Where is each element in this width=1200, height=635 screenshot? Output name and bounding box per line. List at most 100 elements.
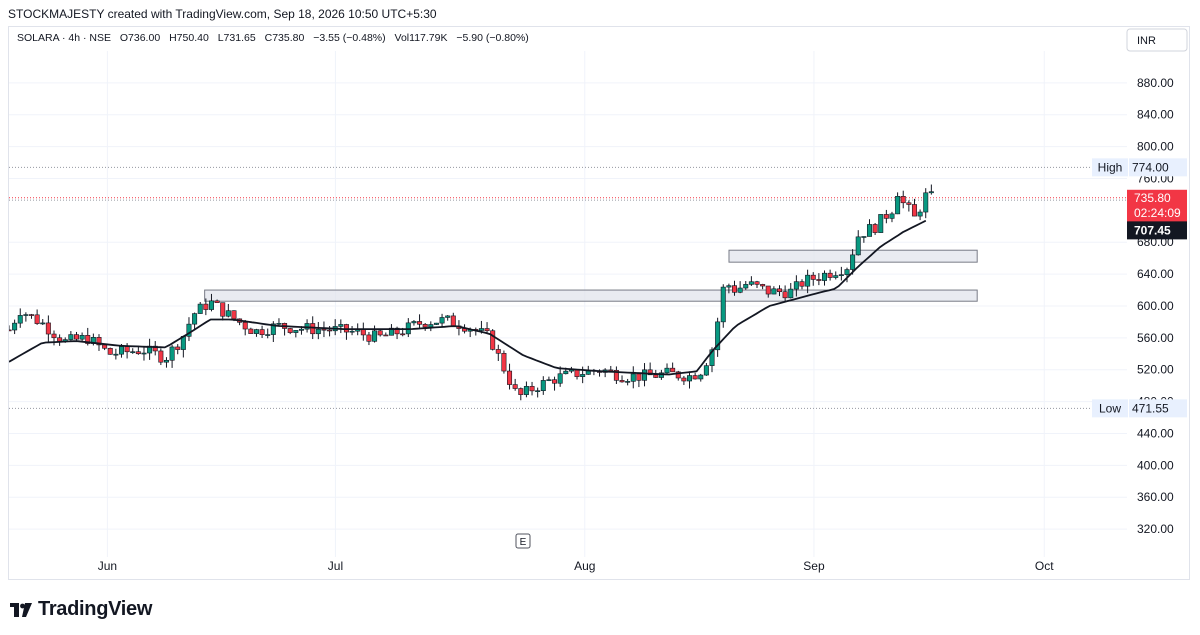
low-value: 471.55 [1132, 401, 1169, 415]
candle-body [732, 285, 738, 293]
legend-symbol: SOLARA · 4h · NSE [17, 32, 111, 44]
price-chart[interactable]: 880.00840.00800.00760.00680.00640.00600.… [9, 27, 1189, 579]
legend-ma-change: −5.90 (−0.80%) [456, 32, 528, 44]
candle-body [158, 350, 164, 363]
candle-body [821, 272, 827, 281]
candle-body [625, 381, 631, 383]
events-marker[interactable] [515, 533, 531, 549]
candle-body [788, 288, 794, 299]
candle-body [642, 369, 648, 381]
last-price-tag [1127, 189, 1187, 222]
candle-body [310, 323, 316, 335]
candle-body [692, 375, 698, 380]
currency-button[interactable] [1126, 28, 1188, 52]
high-label-tag [1092, 158, 1128, 177]
x-tick-label: Oct [1035, 559, 1054, 573]
moving-average [9, 219, 927, 376]
candle-body [563, 370, 569, 375]
x-tick-label: Jul [328, 559, 343, 573]
candle-body [102, 344, 108, 349]
candle-body [838, 274, 844, 276]
candle-body [450, 315, 456, 327]
candle-body [889, 213, 895, 219]
candle-body [608, 369, 614, 372]
candle-body [720, 286, 726, 323]
tradingview-logo[interactable]: TradingView [10, 598, 152, 621]
candle-body [45, 322, 51, 335]
candle-body [298, 328, 304, 331]
legend-volume: Vol117.79K [395, 32, 448, 44]
candle-body [529, 386, 535, 392]
legend-change: −3.55 (−0.48%) [313, 32, 385, 44]
candle-body [118, 346, 124, 355]
candle-body [681, 377, 687, 382]
high-label: High [1098, 160, 1123, 174]
candle-body [51, 333, 57, 339]
candle-body [816, 279, 822, 281]
candle-body [878, 214, 884, 233]
candle-body [68, 334, 74, 340]
candle-body [304, 323, 310, 330]
candle-body [203, 303, 209, 310]
candle-body [9, 329, 12, 332]
candle-body [197, 303, 203, 314]
low-label-tag [1092, 399, 1128, 418]
chart-frame[interactable]: 880.00 840.00 800.00 760.00 680.00 640.00 600.… [8, 26, 1190, 580]
candle-body [771, 288, 777, 295]
candle-body [799, 281, 805, 287]
candle-body [107, 347, 113, 355]
candle-body [872, 224, 878, 233]
candle-body [552, 379, 558, 384]
candle-body [28, 314, 34, 316]
candle-body [220, 302, 226, 317]
candle-body [17, 315, 23, 324]
candle-body [653, 374, 659, 378]
candle-body [113, 353, 119, 356]
candle-body [242, 322, 248, 330]
candle-body [664, 367, 670, 374]
candle-body [928, 191, 934, 194]
candle-body [619, 380, 625, 383]
moving-average-line [9, 219, 927, 376]
candle-body [338, 324, 344, 327]
candle-body [175, 346, 181, 350]
candle-body [445, 315, 451, 318]
candle-body [580, 374, 586, 377]
legend-close: C735.80 [265, 32, 305, 44]
candle-body [428, 324, 434, 328]
candle-body [613, 370, 619, 381]
candle-body [433, 322, 439, 325]
candle-body [276, 323, 282, 325]
tradingview-logo-icon [10, 602, 32, 617]
candle-body [259, 329, 265, 335]
candle-body [855, 236, 861, 256]
y-tick-label: 440.00 [1137, 426, 1174, 440]
candle-body [321, 328, 327, 331]
candle-body [293, 330, 299, 333]
candle-body [535, 390, 541, 392]
candle-body [827, 272, 833, 278]
candle-body [394, 327, 400, 335]
candle-body [760, 284, 766, 287]
candle-body [810, 274, 816, 280]
candle-body [192, 313, 198, 325]
events-marker-label: E [520, 537, 527, 548]
candle-body [383, 334, 389, 337]
last-price: 735.80 [1134, 191, 1171, 205]
candle-body [754, 281, 760, 285]
candle-body [574, 369, 580, 377]
candle-body [782, 291, 788, 299]
candle-body [776, 288, 782, 292]
candle-body [765, 285, 771, 295]
candle-body [636, 373, 642, 381]
candle-body [388, 327, 394, 336]
legend-low: L731.65 [218, 32, 256, 44]
price-axis: 880.00840.00800.00760.00680.00640.00600.… [1137, 76, 1174, 536]
candle-body [12, 322, 18, 331]
candle-body [366, 334, 372, 342]
candle-body [793, 281, 799, 290]
candle-body [911, 204, 917, 217]
y-tick-label: 880.00 [1137, 76, 1174, 90]
candle-body [484, 328, 490, 332]
candle-body [507, 370, 513, 385]
